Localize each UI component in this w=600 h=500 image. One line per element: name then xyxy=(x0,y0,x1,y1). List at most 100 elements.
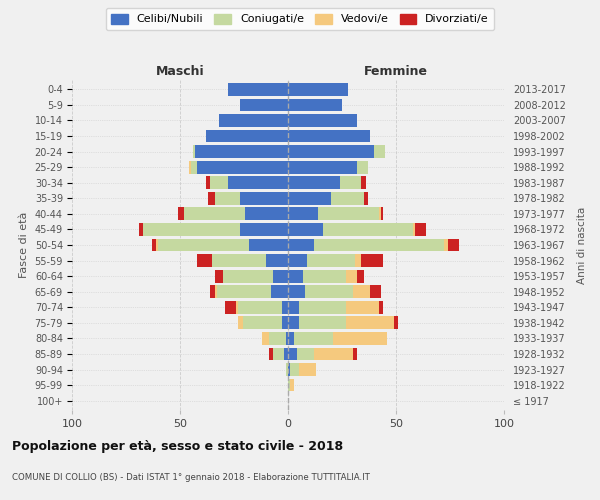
Bar xyxy=(139,223,143,236)
Bar xyxy=(286,363,288,376)
Bar xyxy=(241,98,288,112)
Bar xyxy=(394,316,398,329)
Bar xyxy=(262,332,269,345)
Text: Femmine: Femmine xyxy=(364,66,428,78)
Y-axis label: Fasce di età: Fasce di età xyxy=(19,212,29,278)
Bar xyxy=(340,176,361,189)
Bar xyxy=(288,130,370,142)
Bar xyxy=(242,316,281,329)
Bar xyxy=(357,270,364,282)
Bar xyxy=(361,176,366,189)
Bar xyxy=(299,301,346,314)
Bar xyxy=(238,316,242,329)
Bar xyxy=(323,223,413,236)
Bar xyxy=(227,176,288,189)
Bar xyxy=(195,145,288,158)
Bar xyxy=(374,145,385,158)
Bar xyxy=(208,192,215,204)
Bar xyxy=(353,286,370,298)
Bar xyxy=(307,254,355,267)
Bar xyxy=(273,270,288,282)
Bar xyxy=(288,98,342,112)
Bar xyxy=(331,192,364,204)
Bar xyxy=(178,208,184,220)
Bar xyxy=(245,208,288,220)
Bar xyxy=(288,208,318,220)
Y-axis label: Anni di nascita: Anni di nascita xyxy=(577,206,587,284)
Legend: Celibi/Nubili, Coniugati/e, Vedovi/e, Divorziati/e: Celibi/Nubili, Coniugati/e, Vedovi/e, Di… xyxy=(106,8,494,30)
Bar xyxy=(281,316,288,329)
Bar xyxy=(288,301,299,314)
Bar xyxy=(288,114,357,127)
Bar xyxy=(361,254,383,267)
Bar xyxy=(215,270,223,282)
Bar xyxy=(152,238,156,252)
Bar xyxy=(226,301,236,314)
Bar xyxy=(314,238,443,252)
Bar xyxy=(379,301,383,314)
Bar xyxy=(299,316,346,329)
Bar xyxy=(303,270,346,282)
Bar xyxy=(284,348,288,360)
Bar xyxy=(288,238,314,252)
Bar xyxy=(286,332,288,345)
Bar xyxy=(305,286,353,298)
Bar xyxy=(271,286,288,298)
Bar xyxy=(212,254,266,267)
Bar xyxy=(381,208,383,220)
Bar xyxy=(236,301,238,314)
Bar xyxy=(334,332,388,345)
Bar xyxy=(295,332,334,345)
Text: Maschi: Maschi xyxy=(155,66,205,78)
Bar xyxy=(415,223,426,236)
Bar xyxy=(379,208,381,220)
Text: Popolazione per età, sesso e stato civile - 2018: Popolazione per età, sesso e stato civil… xyxy=(12,440,343,453)
Bar xyxy=(191,161,197,173)
Bar xyxy=(413,223,415,236)
Bar xyxy=(206,176,210,189)
Bar xyxy=(266,254,288,267)
Bar xyxy=(223,270,273,282)
Bar xyxy=(296,348,314,360)
Bar xyxy=(210,176,227,189)
Bar xyxy=(364,192,368,204)
Bar xyxy=(217,286,271,298)
Bar xyxy=(288,192,331,204)
Bar xyxy=(249,238,288,252)
Bar xyxy=(143,223,241,236)
Bar xyxy=(206,130,288,142)
Bar xyxy=(346,301,379,314)
Bar xyxy=(288,145,374,158)
Bar xyxy=(288,270,303,282)
Bar xyxy=(443,238,448,252)
Bar xyxy=(238,301,281,314)
Bar xyxy=(188,161,191,173)
Bar xyxy=(227,83,288,96)
Bar xyxy=(219,114,288,127)
Bar xyxy=(158,238,249,252)
Bar xyxy=(288,176,340,189)
Bar xyxy=(288,161,357,173)
Bar xyxy=(184,208,245,220)
Bar xyxy=(346,316,394,329)
Bar xyxy=(290,378,295,392)
Bar xyxy=(346,270,357,282)
Bar xyxy=(288,83,349,96)
Bar xyxy=(353,348,357,360)
Bar xyxy=(210,286,215,298)
Bar xyxy=(288,332,295,345)
Bar xyxy=(318,208,379,220)
Bar xyxy=(269,348,273,360)
Bar xyxy=(288,316,299,329)
Bar xyxy=(197,254,212,267)
Bar xyxy=(288,378,290,392)
Bar xyxy=(357,161,368,173)
Bar xyxy=(288,223,323,236)
Bar xyxy=(448,238,458,252)
Bar xyxy=(288,286,305,298)
Bar xyxy=(241,192,288,204)
Bar xyxy=(355,254,361,267)
Text: COMUNE DI COLLIO (BS) - Dati ISTAT 1° gennaio 2018 - Elaborazione TUTTITALIA.IT: COMUNE DI COLLIO (BS) - Dati ISTAT 1° ge… xyxy=(12,473,370,482)
Bar xyxy=(290,363,299,376)
Bar xyxy=(197,161,288,173)
